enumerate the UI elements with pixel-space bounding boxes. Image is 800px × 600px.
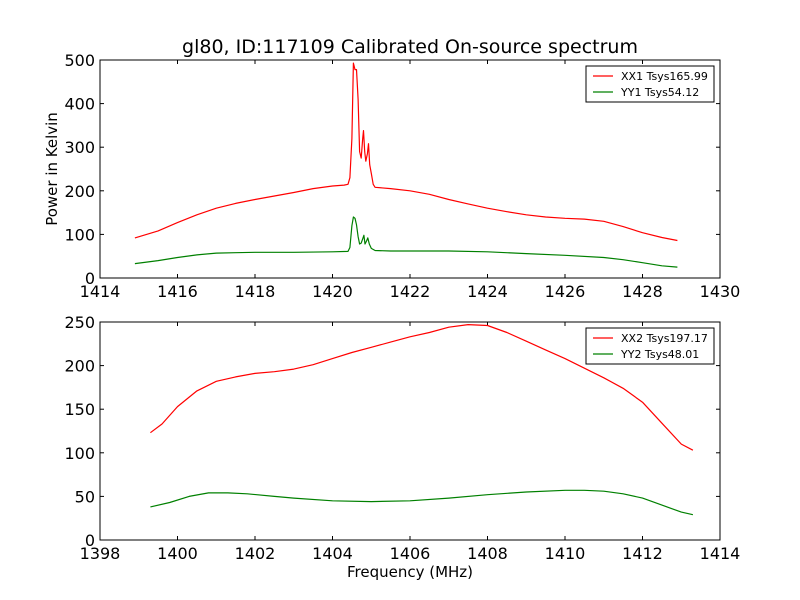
legend: XX1 Tsys165.99 YY1 Tsys54.12: [585, 65, 715, 103]
y-tick-label: 300: [64, 138, 95, 157]
x-tick-label: 1418: [235, 282, 276, 301]
y-tick-label: 100: [64, 444, 95, 463]
series-line-yy1: [134, 216, 678, 268]
legend-box: [585, 327, 715, 365]
y-tick-label: 0: [85, 531, 95, 550]
y-tick-label: 200: [64, 182, 95, 201]
series-line-xx2: [150, 324, 694, 451]
x-tick-label: 1426: [545, 282, 586, 301]
x-tick-label: 1402: [235, 544, 276, 563]
x-tick-label: 1414: [700, 544, 741, 563]
chart-panels: 1414 1416 1418 1420 1422 1424 1426 1428 1430 0 100…: [64, 51, 740, 563]
legend-label: XX1 Tsys165.99: [621, 70, 708, 83]
x-tick-label: 1406: [390, 544, 431, 563]
x-tick-label: 1404: [312, 544, 353, 563]
y-tick-label: 0: [85, 269, 95, 288]
y-tick-label: 250: [64, 313, 95, 332]
chart-title: gl80, ID:117109 Calibrated On-source spe…: [182, 36, 638, 58]
y-tick-label: 400: [64, 95, 95, 114]
y-tick-label: 50: [75, 487, 95, 506]
y-tick-label: 150: [64, 400, 95, 419]
y-axis-label: Power in Kelvin: [43, 112, 61, 226]
y-tick-label: 100: [64, 225, 95, 244]
x-tick-label: 1410: [545, 544, 586, 563]
series-line-xx1: [134, 62, 678, 242]
x-tick-label: 1400: [157, 544, 198, 563]
legend-label: YY2 Tsys48.01: [620, 348, 699, 361]
x-tick-label: 1422: [390, 282, 431, 301]
x-tick-label: 1398: [80, 544, 121, 563]
x-tick-label: 1420: [312, 282, 353, 301]
y-tick-label: 200: [64, 357, 95, 376]
x-tick-label: 1414: [80, 282, 121, 301]
x-tick-label: 1416: [157, 282, 198, 301]
panel-2: 1398 1400 1402 1404 1406 1408 1410 1412 1414 0 50 1…: [64, 313, 740, 563]
x-tick-label: 1424: [467, 282, 508, 301]
panel-1: 1414 1416 1418 1420 1422 1424 1426 1428 1430 0 100…: [64, 51, 740, 301]
legend-label: XX2 Tsys197.17: [621, 332, 708, 345]
series-line-yy2: [150, 489, 694, 516]
x-tick-label: 1408: [467, 544, 508, 563]
x-axis-label: Frequency (MHz): [347, 563, 473, 581]
y-tick-label: 500: [64, 51, 95, 70]
legend-label: YY1 Tsys54.12: [620, 86, 699, 99]
x-tick-label: 1412: [622, 544, 663, 563]
legend: XX2 Tsys197.17 YY2 Tsys48.01: [585, 327, 715, 365]
legend-box: [585, 65, 715, 103]
x-tick-label: 1428: [622, 282, 663, 301]
x-tick-label: 1430: [700, 282, 741, 301]
